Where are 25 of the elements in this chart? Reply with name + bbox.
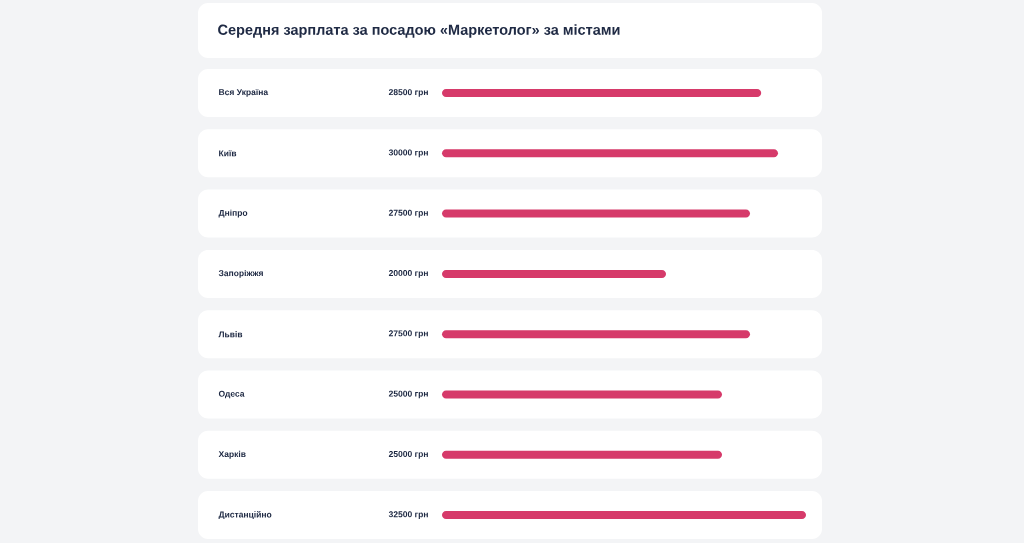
y-tick-label: Київ — [219, 150, 237, 157]
bar — [442, 390, 723, 399]
bar — [442, 209, 751, 218]
data-label: 25000 грн — [388, 390, 428, 399]
y-tick-label: Вся Україна — [219, 89, 269, 97]
y-tick-label: Дистанційно — [218, 511, 272, 520]
chart-title: Середня зарплата за посадою «Маркетолог» за містами — [218, 24, 620, 38]
y-tick-label: Харків — [218, 450, 246, 459]
y-tick-label: Львів — [218, 331, 243, 338]
y-tick-label: Запоріжжя — [218, 269, 263, 278]
y-tick-label: Дніпро — [218, 209, 248, 218]
bar — [442, 269, 667, 278]
data-label: 25000 грн — [388, 450, 428, 459]
bar — [442, 511, 807, 520]
data-label: 32500 грн — [388, 511, 428, 519]
bar — [442, 330, 751, 339]
data-label: 20000 грн — [388, 270, 428, 278]
y-tick-label: Одеса — [218, 390, 245, 399]
bar — [442, 450, 723, 459]
data-label: 28500 грн — [388, 89, 428, 97]
bar — [442, 149, 779, 158]
data-label: 30000 грн — [388, 149, 428, 158]
bar — [442, 89, 762, 97]
data-label: 27500 грн — [388, 209, 428, 218]
data-label: 27500 грн — [388, 330, 428, 339]
